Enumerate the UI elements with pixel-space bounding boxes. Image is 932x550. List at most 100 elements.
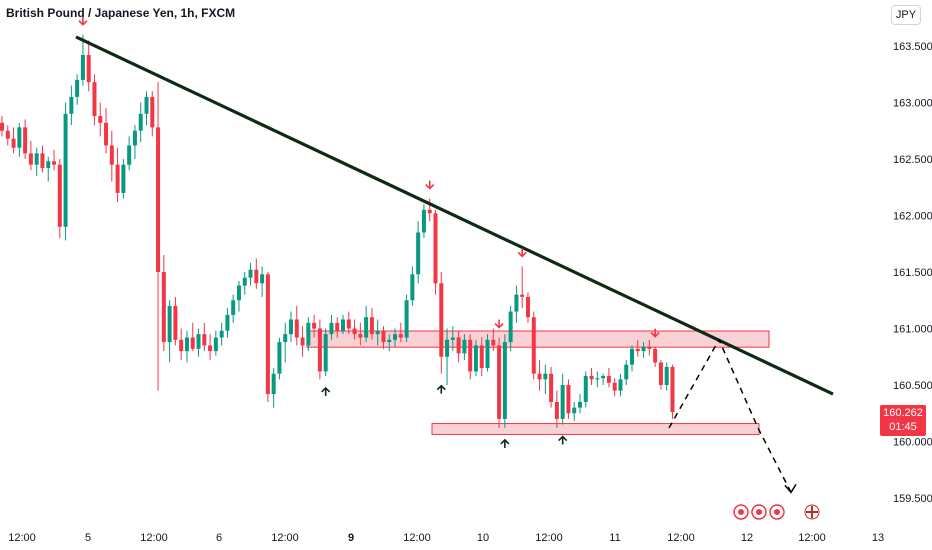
candle	[601, 373, 606, 385]
candle	[98, 102, 103, 137]
candle-body	[17, 127, 22, 148]
candle-body	[670, 366, 675, 413]
candle-body	[404, 300, 409, 338]
candle-body	[312, 322, 317, 329]
candle	[410, 266, 415, 306]
candle-body	[323, 334, 328, 372]
candle-body	[34, 153, 39, 165]
x-tick-label: 9	[348, 532, 354, 544]
candle-body	[531, 317, 536, 374]
candle-body	[46, 161, 51, 169]
candle-body	[352, 328, 357, 335]
candle-body	[572, 407, 577, 414]
candle-body	[398, 334, 403, 338]
arrow-head	[78, 20, 88, 26]
candle	[312, 314, 317, 338]
candle	[75, 74, 80, 105]
candle	[630, 345, 635, 372]
candle	[491, 328, 496, 352]
x-tick-label: 12:00	[403, 532, 431, 544]
up-arrow-icon	[500, 438, 510, 448]
candle-body	[248, 269, 253, 278]
candle	[144, 91, 149, 126]
candle-body	[578, 401, 582, 408]
down-arrow-icon	[425, 180, 435, 190]
last-price-value: 160.262	[883, 407, 923, 419]
candle-body	[630, 348, 635, 365]
candle-body	[508, 311, 513, 343]
candle	[184, 330, 189, 363]
down-arrow-icon	[650, 328, 660, 338]
trendline-layer[interactable]	[75, 35, 834, 396]
candle-body	[219, 330, 224, 338]
candle-body	[138, 113, 143, 131]
x-tick-label: 5	[85, 532, 91, 544]
candle-body	[364, 317, 369, 338]
candle	[369, 308, 374, 340]
candle	[0, 116, 4, 137]
candle	[231, 294, 236, 323]
candle-body	[653, 348, 658, 363]
candle-body	[5, 130, 10, 139]
candle-body	[144, 96, 149, 114]
candle	[578, 394, 582, 414]
candle-body	[317, 328, 322, 372]
candle	[416, 221, 421, 284]
projection-layer	[668, 338, 797, 494]
candle	[387, 334, 392, 352]
candle-body	[260, 274, 265, 284]
annotation-arrows	[78, 16, 660, 448]
candle	[17, 122, 22, 157]
candle-body	[254, 269, 259, 284]
candle-body	[497, 345, 502, 419]
candle-body	[277, 342, 282, 374]
candle	[121, 159, 126, 199]
candle	[589, 368, 594, 385]
candle-body	[560, 385, 565, 419]
candle	[52, 149, 57, 171]
candle-body	[468, 339, 473, 372]
candle-body	[179, 339, 184, 352]
candle	[439, 272, 444, 374]
candle	[653, 346, 658, 367]
candle	[375, 319, 380, 346]
candle-body	[433, 213, 438, 284]
candle	[57, 159, 62, 239]
candle	[497, 337, 502, 428]
x-tick-label: 12:00	[798, 532, 826, 544]
candle-body	[23, 127, 28, 154]
candle-body	[208, 345, 213, 352]
bottom-icons[interactable]	[733, 504, 820, 520]
candle-body	[127, 145, 132, 165]
x-tick-label: 12:00	[667, 532, 695, 544]
candle	[479, 337, 484, 376]
currency-badge[interactable]: JPY	[891, 5, 921, 25]
candle	[658, 360, 663, 390]
y-tick-label: 159.500	[893, 493, 932, 505]
candle	[306, 317, 311, 352]
candle	[69, 85, 74, 126]
candle-body	[80, 55, 85, 80]
candle-body	[196, 334, 201, 349]
chart-title: British Pound / Japanese Yen, 1h, FXCM	[6, 6, 236, 20]
x-tick-label: 12	[741, 532, 753, 544]
candle-body	[75, 79, 80, 97]
candle-body	[601, 375, 606, 379]
candle	[543, 364, 548, 395]
candle	[109, 130, 114, 182]
candle-body	[28, 153, 33, 165]
candle	[635, 339, 640, 357]
candle	[618, 373, 623, 397]
candle	[219, 322, 224, 346]
x-tick-label: 12:00	[271, 532, 299, 544]
candle	[283, 322, 288, 363]
candle-body	[502, 342, 507, 419]
candle-body	[583, 375, 588, 402]
candle	[173, 296, 178, 346]
candle	[502, 334, 507, 428]
candle	[421, 204, 426, 239]
candle	[670, 364, 675, 419]
candle-body	[283, 334, 288, 343]
candle	[549, 366, 554, 408]
